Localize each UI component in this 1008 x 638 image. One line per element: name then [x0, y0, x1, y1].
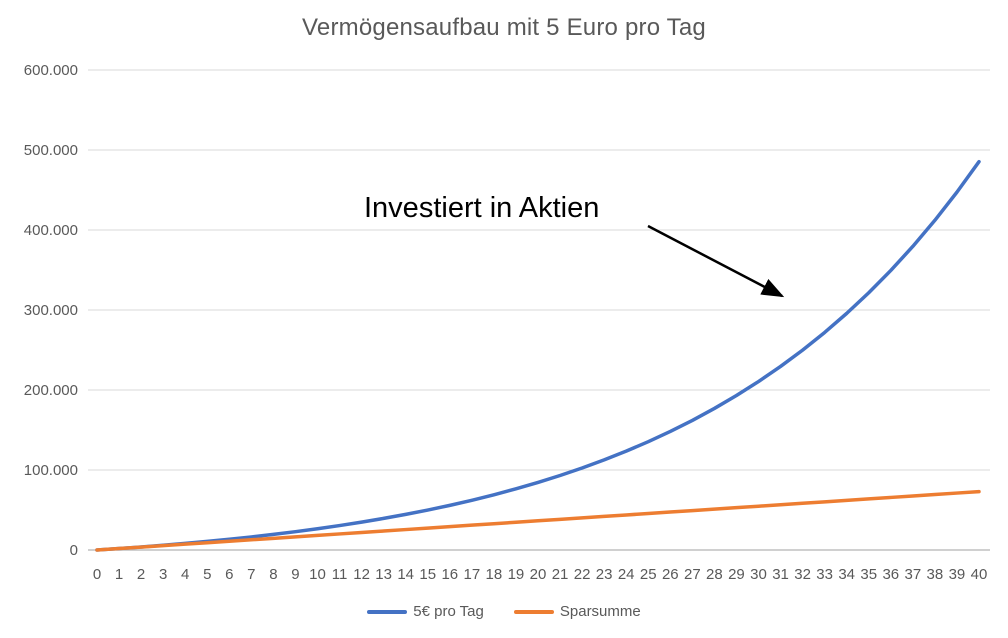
svg-text:25: 25 [640, 566, 657, 583]
svg-text:600.000: 600.000 [24, 62, 78, 79]
svg-text:22: 22 [574, 566, 591, 583]
svg-text:6: 6 [225, 566, 233, 583]
svg-text:0: 0 [70, 542, 78, 559]
svg-text:39: 39 [949, 566, 966, 583]
svg-text:3: 3 [159, 566, 167, 583]
svg-text:33: 33 [816, 566, 833, 583]
svg-text:34: 34 [838, 566, 855, 583]
svg-text:28: 28 [706, 566, 723, 583]
legend-label-sparsumme: Sparsumme [559, 603, 641, 620]
svg-text:16: 16 [441, 566, 458, 583]
svg-text:5: 5 [203, 566, 211, 583]
annotation-investiert-in-aktien: Investiert in Aktien [364, 192, 600, 224]
svg-text:26: 26 [662, 566, 679, 583]
svg-text:12: 12 [353, 566, 370, 583]
annotation-arrow [647, 224, 785, 298]
svg-text:10: 10 [309, 566, 326, 583]
chart-legend: 5€ pro Tag Sparsumme [0, 603, 1008, 620]
svg-text:23: 23 [596, 566, 613, 583]
svg-text:15: 15 [419, 566, 436, 583]
svg-text:30: 30 [750, 566, 767, 583]
svg-text:2: 2 [137, 566, 145, 583]
legend-item-sparsumme: Sparsumme [513, 603, 641, 620]
legend-line-swatch-blue [367, 609, 408, 614]
svg-text:4: 4 [181, 566, 189, 583]
svg-text:31: 31 [772, 566, 789, 583]
svg-text:38: 38 [927, 566, 944, 583]
x-axis-tick-labels: 0 1 2 3 4 5 6 7 8 9 10 11 12 13 14 15 16 17 18 19 20 21 22 23 24… [93, 566, 988, 583]
svg-text:500.000: 500.000 [24, 142, 78, 159]
svg-text:8: 8 [269, 566, 277, 583]
svg-text:40: 40 [971, 566, 988, 583]
svg-text:20: 20 [530, 566, 547, 583]
legend-label-5e-pro-tag: 5€ pro Tag [413, 603, 484, 620]
svg-text:17: 17 [464, 566, 481, 583]
svg-text:11: 11 [332, 566, 348, 583]
svg-text:18: 18 [486, 566, 503, 583]
svg-text:24: 24 [618, 566, 635, 583]
svg-text:14: 14 [397, 566, 414, 583]
legend-item-5e-pro-tag: 5€ pro Tag [367, 603, 484, 620]
svg-text:0: 0 [93, 566, 101, 583]
svg-text:29: 29 [728, 566, 745, 583]
svg-text:19: 19 [508, 566, 525, 583]
svg-text:300.000: 300.000 [24, 302, 78, 319]
svg-text:13: 13 [375, 566, 392, 583]
svg-text:200.000: 200.000 [24, 382, 78, 399]
gridlines [88, 69, 990, 551]
svg-text:27: 27 [684, 566, 701, 583]
svg-text:1: 1 [115, 566, 123, 583]
svg-text:7: 7 [247, 566, 255, 583]
svg-text:36: 36 [882, 566, 899, 583]
svg-text:32: 32 [794, 566, 811, 583]
svg-text:9: 9 [291, 566, 299, 583]
svg-text:37: 37 [905, 566, 922, 583]
legend-line-swatch-orange [513, 609, 554, 614]
chart-title: Vermögensaufbau mit 5 Euro pro Tag [302, 14, 706, 41]
svg-text:35: 35 [860, 566, 877, 583]
y-axis-tick-labels: 0 100.000 200.000 300.000 400.000 500.000 600.… [24, 62, 78, 559]
svg-text:21: 21 [552, 566, 569, 583]
svg-text:400.000: 400.000 [24, 222, 78, 239]
data-series-lines [95, 159, 981, 552]
svg-text:100.000: 100.000 [24, 462, 78, 479]
